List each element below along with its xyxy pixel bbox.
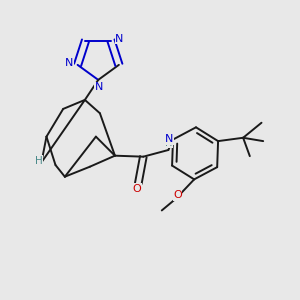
Text: H: H	[165, 138, 173, 148]
Text: N: N	[115, 34, 124, 44]
Text: N: N	[65, 58, 74, 68]
Text: N: N	[165, 134, 173, 144]
Text: O: O	[173, 190, 182, 200]
Text: H: H	[35, 156, 43, 166]
Text: N: N	[95, 82, 103, 92]
Text: O: O	[132, 184, 141, 194]
